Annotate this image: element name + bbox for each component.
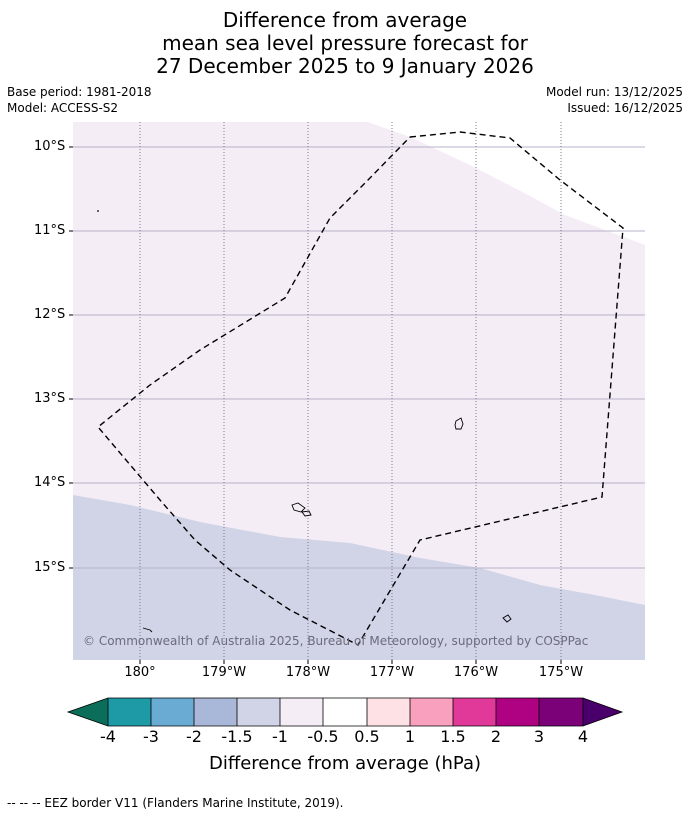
lat-label-15s: 15°S: [34, 560, 66, 575]
colorbar-label: -3: [143, 727, 159, 746]
issued-date: Issued: 16/12/2025: [567, 101, 683, 115]
base-period: Base period: 1981-2018: [7, 85, 152, 99]
lon-label-180: 180°: [124, 665, 156, 680]
island-dot: [97, 210, 99, 212]
colorbar-swatch-8: [410, 698, 453, 726]
colorbar-label: 2: [490, 727, 502, 746]
colorbar-swatch-11: [539, 698, 583, 726]
colorbar-swatch-3: [194, 698, 237, 726]
lat-label-10s: 10°S: [34, 139, 66, 154]
colorbar-label: 0.5: [354, 727, 380, 746]
copyright-notice: © Commonwealth of Australia 2025, Bureau…: [83, 634, 588, 648]
colorbar-label: 3: [533, 727, 545, 746]
axis-ticks: [69, 146, 562, 664]
colorbar-label: -1.5: [221, 727, 253, 746]
lat-label-13s: 13°S: [34, 391, 66, 406]
lon-label-179w: 179°W: [201, 665, 247, 680]
lat-label-14s: 14°S: [34, 475, 66, 490]
title-line-3: 27 December 2025 to 9 January 2026: [156, 54, 534, 78]
colorbar-swatch-10: [496, 698, 539, 726]
eez-legend: -- -- -- EEZ border V11 (Flanders Marine…: [7, 796, 344, 810]
colorbar-swatch-0: [68, 698, 108, 726]
colorbar-swatch-7: [367, 698, 410, 726]
colorbar-swatch-4: [237, 698, 280, 726]
island-savaii: [291, 502, 306, 513]
colorbar-label: 4: [577, 727, 589, 746]
lat-label-11s: 11°S: [34, 223, 66, 238]
anomaly-band-negative: [73, 495, 645, 660]
colorbar: [66, 697, 624, 727]
colorbar-label: -1: [272, 727, 288, 746]
colorbar-label: 1: [404, 727, 416, 746]
island-small-west: [142, 627, 153, 633]
model-name: Model: ACCESS-S2: [7, 101, 119, 115]
colorbar-swatch-1: [108, 698, 151, 726]
colorbar-label: -0.5: [307, 727, 339, 746]
lon-label-176w: 176°W: [453, 665, 499, 680]
model-run: Model run: 13/12/2025: [545, 85, 683, 99]
eez-border: [97, 131, 624, 646]
colorbar-label: 1.5: [440, 727, 466, 746]
lon-label-177w: 177°W: [369, 665, 415, 680]
title-line-1: Difference from average: [222, 8, 468, 32]
colorbar-swatch-5: [280, 698, 323, 726]
colorbar-label: -4: [100, 727, 116, 746]
colorbar-swatch-9: [453, 698, 496, 726]
colorbar-swatch-6: [323, 698, 367, 726]
lon-label-178w: 178°W: [285, 665, 331, 680]
lat-label-12s: 12°S: [34, 307, 66, 322]
colorbar-title: Difference from average (hPa): [208, 753, 482, 774]
anomaly-band-neutral: [368, 122, 645, 245]
lon-label-175w: 175°W: [538, 665, 584, 680]
colorbar-swatch-12: [583, 698, 622, 726]
colorbar-swatch-2: [151, 698, 194, 726]
island-upolu: [301, 510, 312, 517]
title-line-2: mean sea level pressure forecast for: [162, 31, 528, 55]
colorbar-label: -2: [186, 727, 202, 746]
island-small-east: [502, 614, 512, 623]
island-tokelau: [454, 417, 464, 430]
map-area: [73, 122, 645, 660]
